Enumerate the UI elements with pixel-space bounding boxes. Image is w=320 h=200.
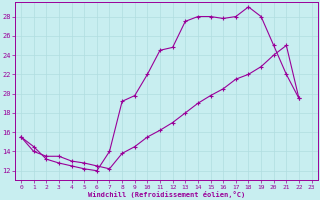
X-axis label: Windchill (Refroidissement éolien,°C): Windchill (Refroidissement éolien,°C) — [88, 191, 245, 198]
